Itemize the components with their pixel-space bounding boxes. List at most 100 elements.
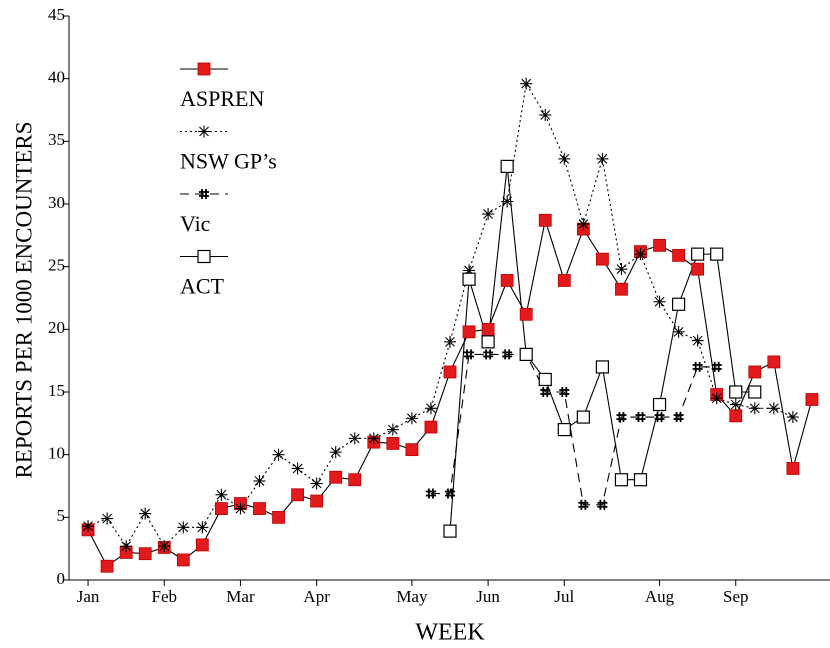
point-marker [291, 462, 304, 475]
point-marker [729, 385, 743, 399]
point-marker [615, 282, 628, 296]
x-tick-label: Jul [554, 587, 574, 606]
point-marker [671, 297, 686, 311]
point-marker [196, 521, 209, 534]
point-marker [615, 263, 628, 276]
y-tick-label: 35 [48, 130, 65, 149]
point-marker [805, 393, 819, 406]
x-tick-label: Jan [77, 587, 100, 606]
point-marker [692, 361, 703, 372]
point-marker [272, 448, 285, 461]
point-marker [462, 272, 476, 286]
point-marker [595, 360, 610, 374]
point-marker [786, 462, 800, 475]
point-marker [444, 335, 456, 348]
point-marker [424, 402, 437, 415]
point-marker [691, 247, 705, 261]
legend-label: ASPREN [180, 86, 264, 111]
point-marker [596, 252, 609, 266]
point-marker [538, 213, 552, 227]
x-tick-label: Feb [152, 587, 178, 606]
point-marker [729, 398, 742, 411]
point-marker [652, 397, 667, 412]
point-marker [443, 524, 457, 538]
point-marker [710, 392, 723, 405]
series-line [430, 353, 717, 506]
point-marker [748, 402, 761, 415]
point-marker [748, 385, 762, 399]
y-tick-label: 40 [48, 68, 65, 87]
y-tick-label: 25 [48, 256, 65, 275]
point-marker [538, 372, 552, 387]
point-marker [195, 538, 209, 552]
point-marker [405, 412, 418, 425]
y-tick-label: 20 [48, 318, 65, 337]
legend-label: Vic [180, 211, 211, 236]
point-marker [654, 412, 665, 423]
point-marker [519, 347, 533, 361]
point-marker [176, 553, 190, 567]
point-marker [348, 432, 361, 445]
point-marker [198, 125, 210, 138]
point-marker [367, 432, 380, 445]
point-marker [100, 559, 114, 573]
point-marker [272, 510, 285, 524]
point-marker [215, 488, 228, 501]
point-marker [500, 274, 514, 287]
point-marker [253, 502, 266, 515]
point-marker [445, 488, 455, 499]
point-marker [197, 249, 211, 264]
point-marker [443, 365, 457, 379]
point-marker [348, 473, 362, 487]
point-marker [120, 540, 133, 553]
point-marker [539, 109, 552, 122]
y-tick-label: 5 [57, 506, 66, 525]
legend-label: NSW GP’s [180, 149, 277, 174]
point-marker [253, 474, 266, 487]
point-marker [786, 411, 799, 424]
point-marker [177, 521, 190, 534]
point-marker [672, 248, 685, 262]
legend-item: NSW GP’s [180, 125, 277, 174]
point-marker [462, 325, 476, 339]
legend-item: Vic [180, 189, 228, 236]
point-marker [597, 499, 608, 510]
x-tick-label: May [396, 587, 428, 606]
point-marker [673, 412, 684, 423]
point-marker [329, 446, 342, 459]
point-marker [691, 262, 705, 276]
x-axis-label: WEEK [415, 620, 485, 646]
point-marker [711, 361, 722, 372]
point-marker [578, 499, 589, 510]
point-marker [139, 507, 152, 520]
point-marker [520, 77, 533, 90]
point-marker [464, 349, 475, 360]
point-marker [501, 195, 514, 208]
y-axis-label: REPORTS PER 1000 ENCOUNTERS [11, 121, 36, 478]
point-marker [386, 423, 399, 436]
point-marker [82, 520, 95, 533]
point-marker [616, 412, 627, 423]
point-marker [482, 208, 495, 221]
point-marker [386, 436, 400, 450]
point-marker [405, 443, 419, 457]
point-marker [767, 355, 781, 369]
legend-item: ACT [180, 249, 228, 299]
x-tick-label: Mar [226, 587, 255, 606]
point-marker [138, 547, 152, 561]
point-marker [500, 159, 514, 173]
point-marker [559, 387, 570, 397]
point-marker [748, 365, 762, 379]
point-marker [481, 322, 495, 336]
x-tick-label: Jun [476, 587, 500, 606]
y-tick-label: 15 [48, 381, 65, 400]
x-tick-label: Sep [723, 587, 749, 606]
point-marker [634, 248, 647, 261]
point-marker [672, 325, 685, 338]
y-tick-label: 10 [48, 444, 65, 463]
point-marker [576, 410, 590, 424]
point-marker [214, 502, 228, 515]
point-marker [691, 334, 704, 347]
point-marker [558, 152, 571, 165]
